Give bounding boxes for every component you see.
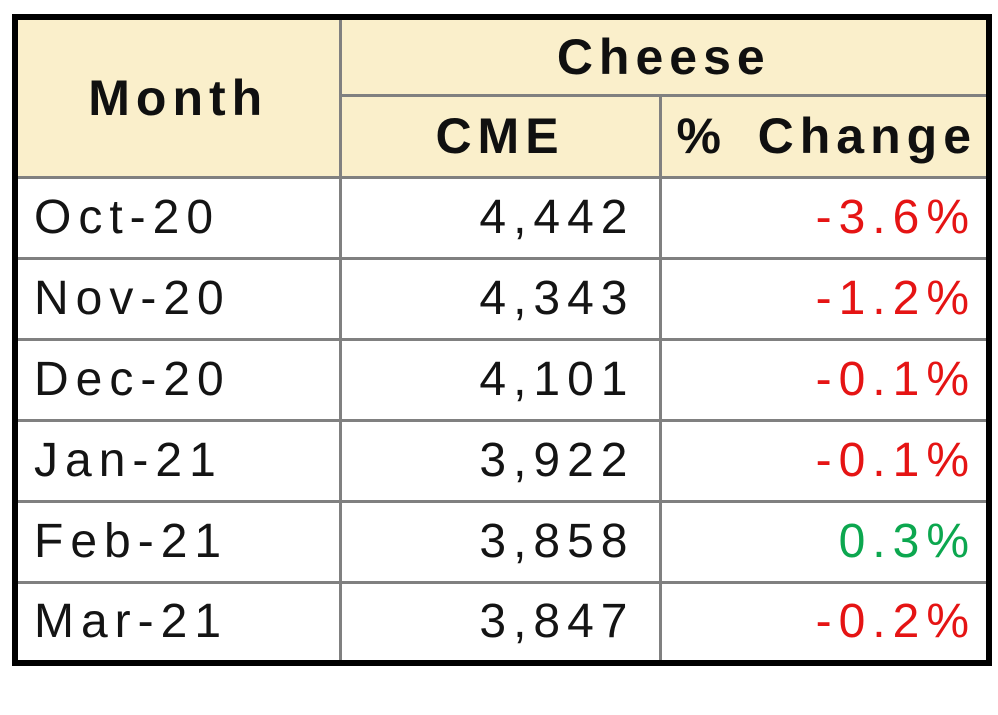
- pct-change-cell: 0.3%: [658, 499, 991, 584]
- table-row: Nov-20 4,343 -1.2%: [13, 256, 991, 341]
- pct-change-header-content: % Change: [663, 108, 985, 164]
- month-column-header: Month: [13, 15, 342, 179]
- cme-value-cell: 3,847: [338, 580, 662, 665]
- sub-header-row: CME % Change: [15, 93, 991, 179]
- table-body: Oct-20 4,442 -3.6% Nov-20 4,343 -1.2% Dec-20 4,…: [13, 175, 991, 665]
- table-row: Dec-20 4,101 -0.1%: [13, 337, 991, 422]
- cme-value-cell: 3,858: [338, 499, 662, 584]
- month-cell: Feb-21: [13, 499, 342, 584]
- table-row: Mar-21 3,847 -0.2%: [13, 580, 991, 665]
- cme-value-cell: 4,101: [338, 337, 662, 422]
- pct-change-column-header: % Change: [658, 93, 991, 179]
- cheese-group-header: Cheese: [338, 15, 991, 97]
- cme-column-header: CME: [338, 93, 662, 179]
- cme-value-cell: 4,343: [338, 256, 662, 341]
- month-cell: Mar-21: [13, 580, 342, 665]
- table-container: Month Cheese CME % Change Oct-20 4,442 -3.…: [12, 14, 993, 666]
- month-cell: Nov-20: [13, 256, 342, 341]
- table-row: Feb-21 3,858 0.3%: [13, 499, 991, 584]
- change-label: Change: [757, 108, 978, 164]
- pct-change-cell: -1.2%: [658, 256, 991, 341]
- table-row: Oct-20 4,442 -3.6%: [13, 175, 991, 260]
- pct-change-cell: -0.1%: [658, 337, 991, 422]
- percent-symbol: %: [676, 108, 727, 164]
- pct-change-cell: -3.6%: [658, 175, 991, 260]
- cme-value-cell: 4,442: [338, 175, 662, 260]
- cheese-price-table: Month Cheese CME % Change Oct-20 4,442 -3.…: [12, 14, 993, 666]
- month-cell: Dec-20: [13, 337, 342, 422]
- cme-value-cell: 3,922: [338, 418, 662, 503]
- group-header-row: Month Cheese: [13, 15, 991, 179]
- month-cell: Jan-21: [13, 418, 342, 503]
- table-header: Month Cheese CME % Change: [13, 15, 991, 179]
- month-cell: Oct-20: [13, 175, 342, 260]
- pct-change-cell: -0.1%: [658, 418, 991, 503]
- pct-change-cell: -0.2%: [658, 580, 991, 665]
- table-row: Jan-21 3,922 -0.1%: [13, 418, 991, 503]
